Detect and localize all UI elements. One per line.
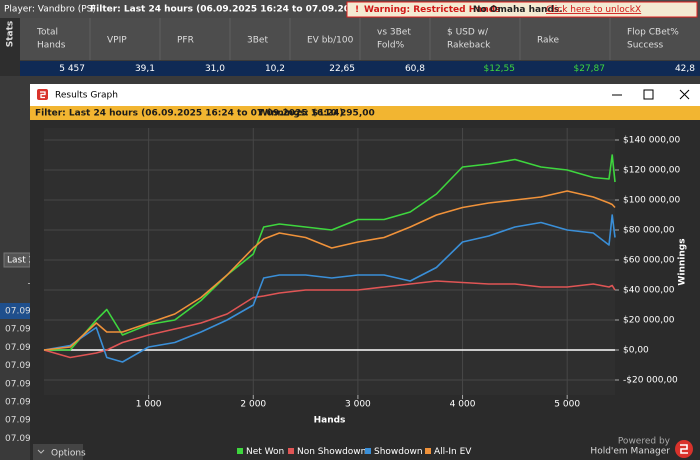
cell-value: $12,55 bbox=[484, 64, 516, 74]
row-date: 07.09 bbox=[5, 379, 31, 389]
column-header: $ USD w/ bbox=[447, 28, 489, 38]
legend-swatch bbox=[288, 448, 294, 454]
y-tick-label: $80 000,00 bbox=[623, 226, 675, 236]
sidebar-filter[interactable]: Last 2 bbox=[7, 256, 34, 266]
legend-label: Net Won bbox=[246, 447, 284, 457]
sidebar-rows: 07.09 07.09 07.09 07.09 07.09 07.09 07.09 07.09 bbox=[0, 303, 31, 444]
filter: Filter: Last 24 hours (06.09.2025 16:24 … bbox=[90, 5, 399, 15]
options[interactable]: Options bbox=[51, 449, 86, 459]
side-tab[interactable]: Stats bbox=[6, 21, 16, 48]
options-arrow bbox=[37, 449, 45, 454]
plot-area bbox=[44, 128, 615, 395]
row-date: 07.09 bbox=[5, 434, 31, 444]
column-header: Hands bbox=[37, 41, 66, 51]
row-date: 07.09 bbox=[5, 361, 31, 371]
x-tick-label: 3 000 bbox=[345, 400, 371, 410]
y-tick-label: $20 000,00 bbox=[623, 316, 675, 326]
legend-label: All-In EV bbox=[434, 447, 472, 457]
column-header: Rake bbox=[537, 36, 559, 46]
maximize[interactable] bbox=[643, 89, 654, 100]
x-tick-label: 1 000 bbox=[136, 400, 162, 410]
table-row bbox=[20, 61, 700, 76]
column-header: Fold% bbox=[377, 41, 405, 51]
y-tick-label: $40 000,00 bbox=[623, 286, 675, 296]
row-highlight bbox=[0, 303, 30, 319]
x-tick-label: 4 000 bbox=[450, 400, 476, 410]
stats-table: Total Hands 5 457 VPIP 39,1 PFR 31,0 3Bet 10,2 EV… bbox=[36, 18, 695, 74]
warning: Warning: Restricted Hands bbox=[364, 5, 501, 15]
cell-value: 39,1 bbox=[135, 64, 155, 74]
options-button[interactable] bbox=[33, 444, 83, 460]
sidebar bbox=[0, 76, 30, 460]
x-axis-label: Hands bbox=[314, 416, 346, 426]
brand: Hold'em Manager bbox=[590, 447, 670, 457]
y-tick-label: -$20 000,00 bbox=[623, 376, 678, 386]
cell-value: 22,65 bbox=[329, 64, 355, 74]
cell-value: 5 457 bbox=[59, 64, 85, 74]
cell-value: 10,2 bbox=[265, 64, 285, 74]
column-header: PFR bbox=[177, 36, 194, 46]
close[interactable] bbox=[679, 89, 690, 100]
cell-value: 31,0 bbox=[205, 64, 225, 74]
x-tick-label: 5 000 bbox=[554, 400, 580, 410]
cell-value: $27,87 bbox=[574, 64, 606, 74]
row-date: 07.09 bbox=[5, 398, 31, 408]
column-header: EV bb/100 bbox=[307, 36, 354, 46]
legend-label: Non Showdown bbox=[297, 447, 366, 457]
warning-detail: No Omaha hands. bbox=[473, 5, 563, 15]
legend-label: Showdown bbox=[374, 447, 423, 457]
legend-swatch bbox=[425, 448, 431, 454]
window-filter: Filter: Last 24 hours (06.09.2025 16:24 … bbox=[35, 109, 344, 119]
app-icon-glyph bbox=[40, 91, 46, 99]
chart: -$20 000,00 $0,00 $20 000,00 $40 000,00 $60 … bbox=[43, 128, 688, 457]
cell-value: 60,8 bbox=[405, 64, 425, 74]
window-filter-bar bbox=[30, 106, 700, 120]
warning-box bbox=[346, 1, 698, 18]
window-winnings: Winnings: $110 295,00 bbox=[258, 109, 375, 119]
row-date: 07.09 bbox=[5, 343, 31, 353]
close-warning[interactable]: X bbox=[635, 5, 641, 15]
row-date: 07.09 bbox=[5, 325, 31, 335]
y-tick-label: $0,00 bbox=[623, 346, 649, 356]
window-titlebar bbox=[30, 84, 700, 106]
legend-swatch bbox=[237, 448, 243, 454]
series-line bbox=[43, 280, 616, 359]
row-date: 07.09 bbox=[5, 416, 31, 426]
window-title: Results Graph bbox=[55, 91, 118, 101]
powered-by: Powered by bbox=[618, 437, 671, 447]
y-axis-label: Winnings bbox=[678, 238, 688, 285]
column-header: Success bbox=[627, 41, 664, 51]
y-tick-label: $120 000,00 bbox=[623, 166, 681, 176]
warning-icon: ! bbox=[355, 5, 359, 15]
y-tick-label: $100 000,00 bbox=[623, 196, 681, 206]
player: Player: Vandbro (PS) bbox=[4, 5, 96, 15]
column-header: VPIP bbox=[107, 36, 127, 46]
legend-swatch bbox=[365, 448, 371, 454]
y-tick-label: $140 000,00 bbox=[623, 136, 681, 146]
series-line bbox=[44, 154, 616, 351]
column-header: 3Bet bbox=[247, 36, 268, 46]
unlock-link[interactable]: Click here to unlock bbox=[546, 5, 636, 15]
brand-logo-glyph bbox=[680, 444, 688, 454]
column-header: Total bbox=[36, 28, 58, 38]
cell-value: 42,8 bbox=[675, 64, 695, 74]
column-header: Flop CBet% bbox=[627, 28, 679, 38]
row-date: 07.09 bbox=[5, 307, 31, 317]
x-tick-label: 2 000 bbox=[240, 400, 266, 410]
y-tick-label: $60 000,00 bbox=[623, 256, 675, 266]
column-header: vs 3Bet bbox=[377, 28, 411, 38]
series-line bbox=[43, 190, 616, 351]
series-line bbox=[43, 214, 616, 363]
column-header: Rakeback bbox=[447, 41, 491, 51]
